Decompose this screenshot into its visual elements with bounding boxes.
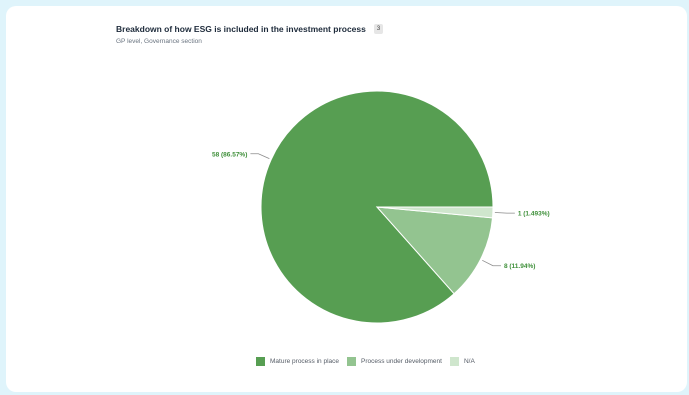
leader-line-mature xyxy=(250,153,270,160)
legend-label-mature: Mature process in place xyxy=(270,358,340,365)
leader-line-na xyxy=(494,212,515,214)
legend-label-na: N/A xyxy=(463,358,475,365)
legend-label-development: Process under development xyxy=(361,358,442,365)
legend: Mature process in place Process under de… xyxy=(256,357,475,366)
data-label-mature: 58 (86.57%) xyxy=(212,151,247,158)
legend-item-mature[interactable]: Mature process in place xyxy=(256,357,339,366)
pie-slice-development[interactable] xyxy=(375,206,494,295)
data-label-na: 1 (1.493%) xyxy=(518,211,550,218)
pie-slice-na[interactable] xyxy=(376,206,494,219)
legend-item-development[interactable]: Process under development xyxy=(347,357,442,366)
legend-item-na[interactable]: N/A xyxy=(449,357,475,366)
legend-swatch-development xyxy=(347,357,357,366)
chart-header: Breakdown of how ESG is included in the … xyxy=(116,24,384,34)
chart-title: Breakdown of how ESG is included in the … xyxy=(116,24,366,34)
chart-subtitle: GP level, Governance section xyxy=(116,38,202,45)
count-badge: 3 xyxy=(373,24,384,34)
leader-line-development xyxy=(482,259,501,267)
data-label-development: 8 (11.94%) xyxy=(504,263,535,270)
legend-swatch-na xyxy=(449,357,459,366)
legend-swatch-mature xyxy=(256,357,265,366)
